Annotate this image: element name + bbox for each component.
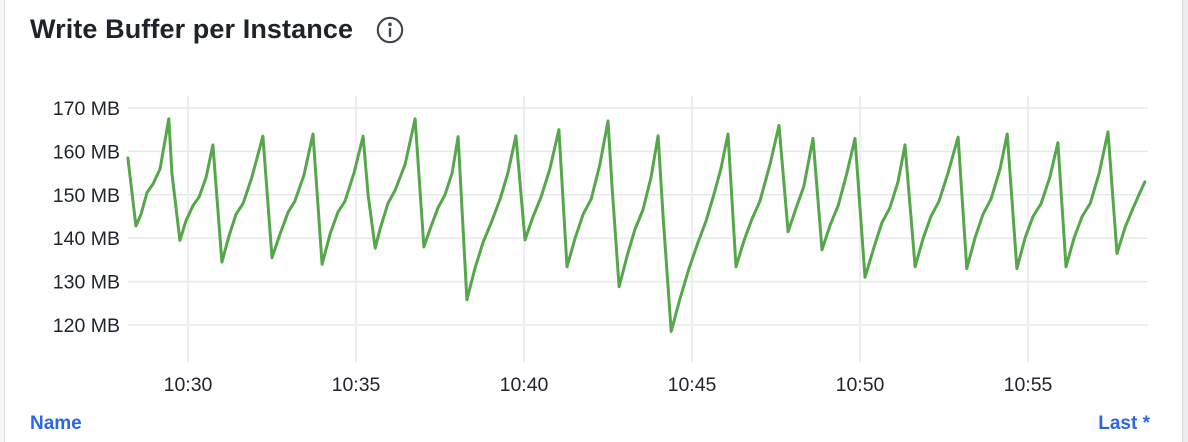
legend-header-row: Name Last *: [0, 406, 1188, 442]
x-axis-tick-label: 10:55: [1004, 374, 1053, 396]
panel-header: Write Buffer per Instance: [30, 14, 405, 45]
page-edge: [0, 0, 5, 442]
legend-last-column-header[interactable]: Last *: [1098, 413, 1150, 434]
scrollbar[interactable]: [1182, 0, 1188, 442]
x-axis-tick-label: 10:35: [332, 374, 381, 396]
x-axis-tick-label: 10:30: [164, 374, 213, 396]
y-axis-tick-label: 140 MB: [53, 228, 120, 250]
series-line: [126, 117, 1147, 333]
legend-name-column-header[interactable]: Name: [30, 413, 82, 434]
panel-title: Write Buffer per Instance: [30, 14, 354, 44]
info-icon[interactable]: [375, 15, 405, 45]
y-axis-tick-label: 150 MB: [53, 185, 120, 207]
y-axis-tick-label: 160 MB: [53, 141, 120, 163]
x-axis-tick-label: 10:40: [500, 374, 549, 396]
x-axis-tick-label: 10:45: [668, 374, 717, 396]
y-axis-tick-label: 120 MB: [53, 315, 120, 337]
y-axis-tick-label: 130 MB: [53, 272, 120, 294]
y-axis-tick-label: 170 MB: [53, 98, 120, 120]
x-axis-tick-label: 10:50: [836, 374, 885, 396]
